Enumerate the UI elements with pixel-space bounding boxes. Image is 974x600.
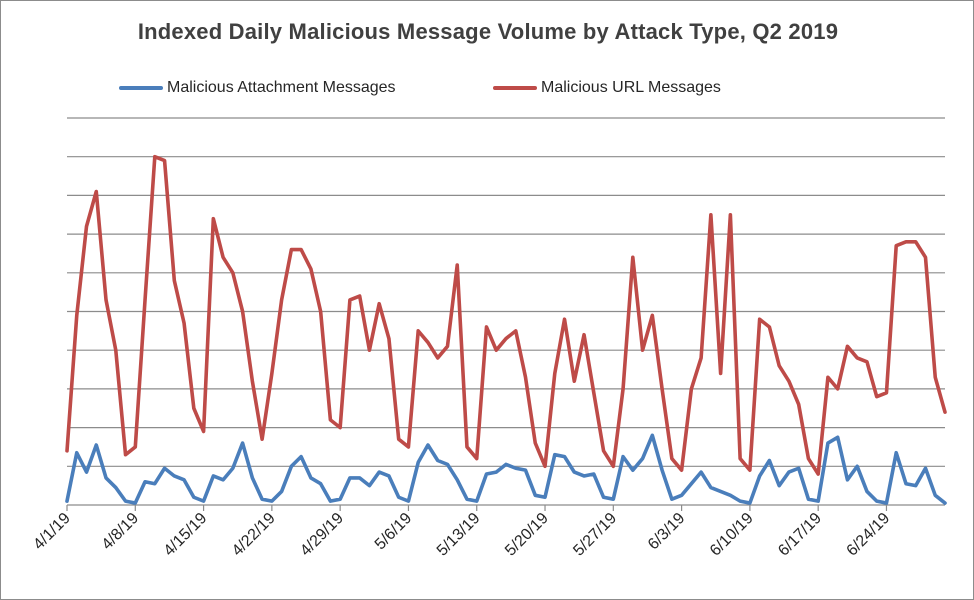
- x-tick-label: 4/22/19: [229, 510, 279, 560]
- x-tick-label: 5/13/19: [434, 510, 484, 560]
- legend-swatch-attachment: [119, 86, 163, 90]
- x-tick-label: 6/24/19: [844, 510, 894, 560]
- chart-title: Indexed Daily Malicious Message Volume b…: [137, 19, 839, 44]
- x-tick-label: 6/17/19: [775, 510, 825, 560]
- x-tick-label: 6/10/19: [707, 510, 757, 560]
- series-line-attachment: [65, 433, 947, 505]
- x-tick-label: 4/15/19: [161, 510, 211, 560]
- legend-item-attachment: Malicious Attachment Messages: [119, 75, 396, 101]
- x-tick-label: 6/3/19: [645, 510, 689, 554]
- x-tick-label: 4/8/19: [99, 510, 143, 554]
- x-tick-label: 4/1/19: [30, 510, 74, 554]
- legend-label-attachment: Malicious Attachment Messages: [167, 79, 396, 96]
- x-tick-label: 5/6/19: [372, 510, 416, 554]
- legend-item-url: Malicious URL Messages: [493, 75, 721, 101]
- x-tick-label: 4/29/19: [297, 510, 347, 560]
- x-tick-label: 5/20/19: [502, 510, 552, 560]
- x-tick-label: 5/27/19: [570, 510, 620, 560]
- chart-legend: Malicious Attachment Messages Malicious …: [1, 75, 973, 101]
- legend-label-url: Malicious URL Messages: [541, 79, 721, 96]
- series-line-url: [65, 154, 947, 476]
- legend-swatch-url: [493, 86, 537, 90]
